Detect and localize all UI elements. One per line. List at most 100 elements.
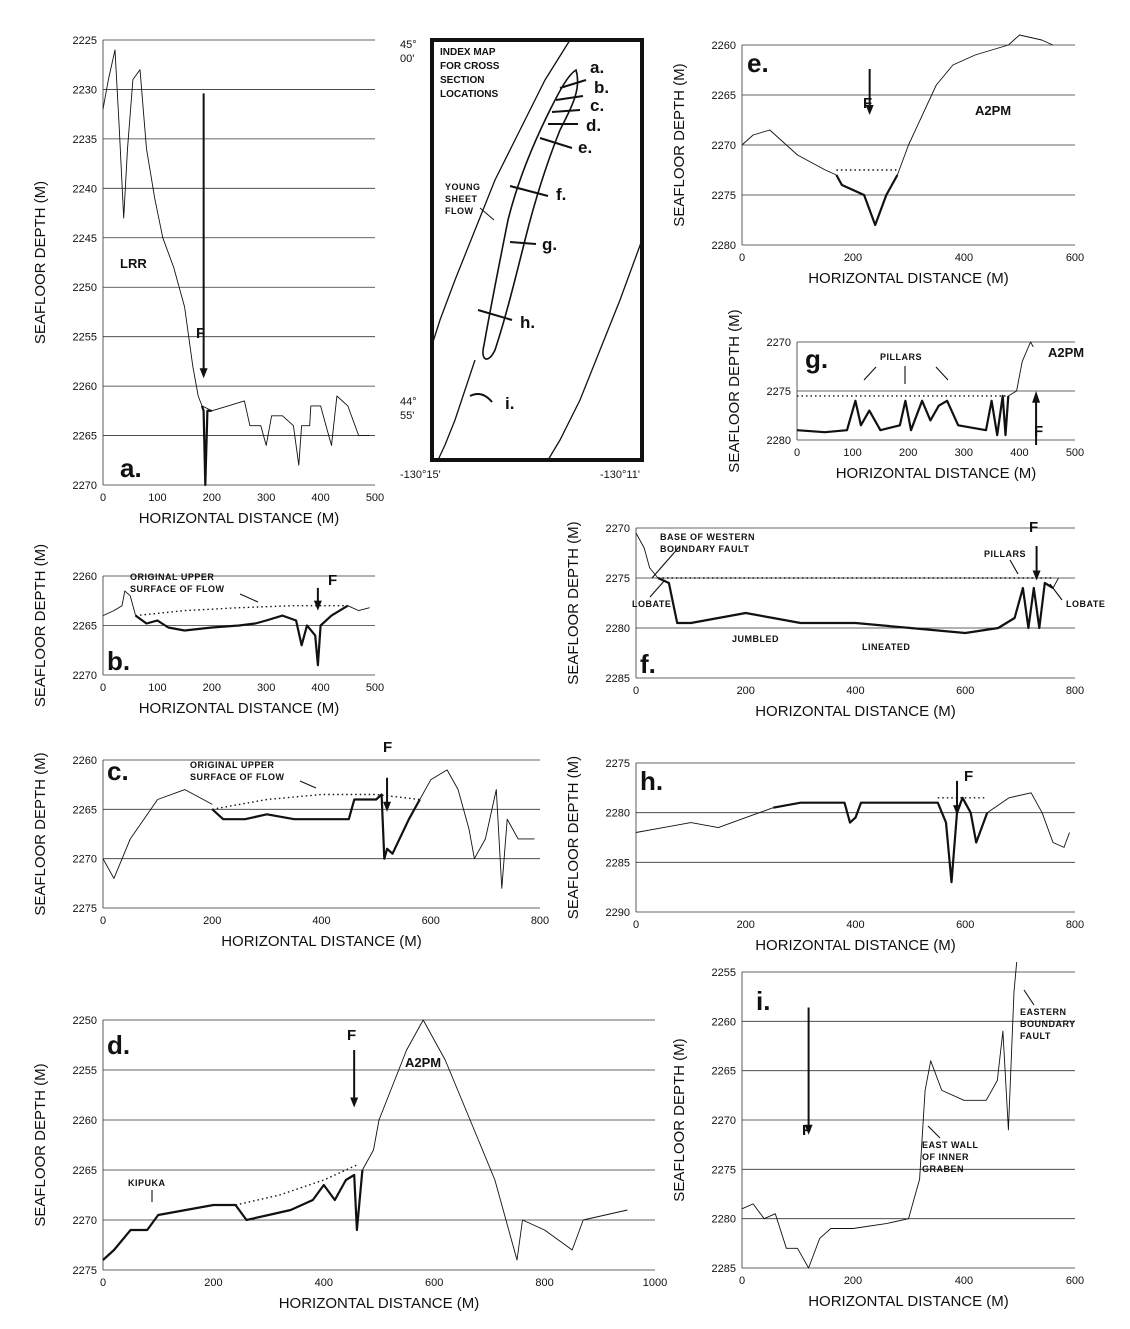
y-tick-label: 2255	[73, 1065, 97, 1077]
x-tick-label: 100	[148, 492, 166, 504]
profile-thin	[347, 605, 370, 612]
i-annot-eastern-2: BOUNDARY	[1020, 1019, 1076, 1029]
x-tick-label: 0	[100, 492, 106, 504]
x-tick-label: 1000	[643, 1277, 667, 1289]
x-tick-label: 0	[100, 1277, 106, 1289]
y-tick-label: 2280	[712, 1214, 736, 1226]
section-line-f	[509, 185, 549, 197]
x-tick-label: 400	[846, 919, 864, 931]
x-tick-label: 500	[1066, 447, 1084, 459]
fault-label-g: F	[1034, 423, 1043, 440]
eastern-fault-line	[547, 239, 643, 461]
x-tick-label: 0	[100, 682, 106, 694]
map-label-b: b.	[594, 78, 609, 97]
panel-letter: h.	[640, 766, 663, 796]
y-tick-label: 2270	[73, 480, 97, 492]
y-axis-label: SEAFLOOR DEPTH (M)	[565, 756, 582, 919]
x-tick-label: 600	[956, 685, 974, 697]
y-tick-label: 2280	[606, 808, 630, 820]
profile-thin	[635, 807, 774, 833]
fault-arrow-head	[313, 600, 322, 611]
profile-thin	[635, 532, 659, 579]
y-tick-label: 2250	[73, 1015, 97, 1027]
label-a2pm-e: A2PM	[975, 103, 1011, 118]
profile-thick	[657, 577, 1054, 635]
profile-thick	[835, 174, 899, 227]
y-axis-label: SEAFLOOR DEPTH (M)	[671, 1038, 688, 1201]
x-tick-label: 400	[955, 1275, 973, 1287]
y-tick-label: 2265	[73, 804, 97, 816]
young-sheet-flow-outline	[482, 68, 579, 360]
flow-label-pointer	[479, 207, 495, 221]
y-tick-label: 2255	[712, 967, 736, 979]
fault-label-d: F	[347, 1027, 356, 1044]
y-tick-label: 2265	[73, 1165, 97, 1177]
profile-thin	[1008, 341, 1034, 397]
y-tick-label: 2240	[73, 183, 97, 195]
annotation-pointers	[151, 366, 1063, 1202]
x-tick-label: 600	[1066, 1275, 1084, 1287]
i-annot-eastwall-1: EAST WALL	[922, 1140, 979, 1150]
x-tick-label: 600	[422, 915, 440, 927]
panel-letter: d.	[107, 1030, 130, 1060]
y-tick-label: 2260	[73, 571, 97, 583]
x-tick-label: 200	[737, 919, 755, 931]
x-tick-label: 500	[366, 492, 384, 504]
x-axis-label: HORIZONTAL DISTANCE (M)	[279, 1295, 480, 1312]
profile-thick	[796, 394, 1010, 437]
panel-letter: f.	[640, 649, 656, 679]
x-axis-label: HORIZONTAL DISTANCE (M)	[836, 465, 1037, 482]
panel-letter: c.	[107, 756, 129, 786]
x-tick-label: 400	[846, 685, 864, 697]
x-tick-label: 0	[739, 1275, 745, 1287]
map-label-d: d.	[586, 116, 601, 135]
y-tick-label: 2265	[712, 1066, 736, 1078]
y-tick-label: 2260	[73, 1115, 97, 1127]
b-annot-pointer	[239, 593, 259, 603]
x-tick-label: 0	[633, 685, 639, 697]
annotations: LRR F ORIGINAL UPPER SURFACE OF FLOW F O…	[120, 95, 1105, 1188]
label-a2pm-g: A2PM	[1048, 345, 1084, 360]
f-base-pointer	[651, 545, 681, 579]
y-axis-label: SEAFLOOR DEPTH (M)	[671, 63, 688, 226]
panel-letter: e.	[747, 48, 769, 78]
y-tick-label: 2270	[606, 523, 630, 535]
x-tick-label: 0	[100, 915, 106, 927]
profile-dotted	[135, 605, 348, 617]
index-map-title-line-4: LOCATIONS	[440, 89, 498, 100]
x-tick-label: 200	[844, 1275, 862, 1287]
y-axis-label: SEAFLOOR DEPTH (M)	[32, 1063, 49, 1226]
x-tick-label: 800	[535, 1277, 553, 1289]
y-tick-label: 2270	[712, 140, 736, 152]
y-tick-label: 2235	[73, 134, 97, 146]
y-tick-label: 2290	[606, 907, 630, 919]
fault-label-f: F	[1029, 519, 1038, 536]
panel-letter: i.	[756, 986, 770, 1016]
y-tick-label: 2275	[73, 1265, 97, 1277]
x-tick-label: 200	[899, 447, 917, 459]
lat-top-deg: 45°	[400, 39, 417, 51]
f-annot-base-1: BASE OF WESTERN	[660, 532, 755, 542]
y-tick-label: 2260	[73, 381, 97, 393]
y-tick-label: 2260	[73, 755, 97, 767]
index-map-frame	[430, 38, 644, 462]
y-tick-label: 2280	[606, 623, 630, 635]
y-tick-label: 2265	[73, 621, 97, 633]
profile-thin	[102, 789, 213, 879]
i-eastern-pointer	[1023, 989, 1035, 1006]
x-tick-label: 500	[366, 682, 384, 694]
section-line-g	[509, 241, 537, 245]
x-tick-label: 600	[1066, 252, 1084, 264]
x-tick-label: 400	[1010, 447, 1028, 459]
map-label-a: a.	[590, 58, 604, 77]
c-annot-pointer	[299, 780, 317, 789]
fault-label-i: F	[802, 1122, 811, 1139]
section-line-b	[555, 95, 584, 101]
x-tick-label: 400	[311, 682, 329, 694]
f-annot-lineated: LINEATED	[862, 642, 910, 652]
